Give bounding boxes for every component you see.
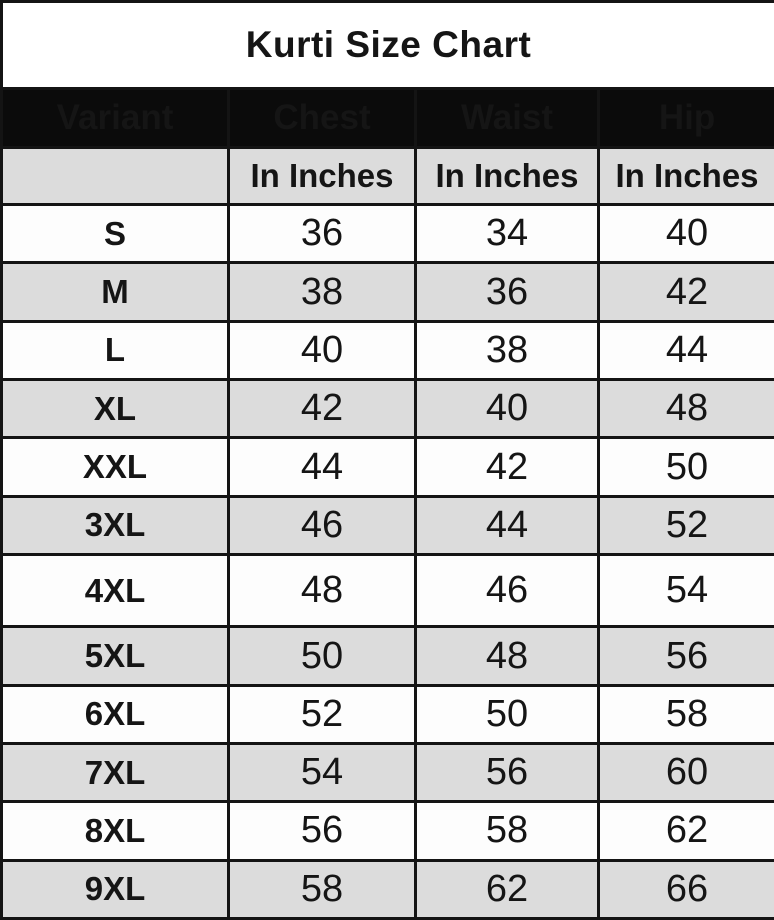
waist-cell: 34	[414, 203, 600, 265]
chest-cell: 38	[227, 261, 417, 323]
waist-cell: 44	[414, 494, 600, 556]
table-row: XXL 44 42 50	[0, 436, 774, 498]
table-row: 8XL 56 58 62	[0, 800, 774, 862]
hip-cell: 44	[596, 319, 774, 382]
table-row: L 40 38 44	[0, 319, 774, 382]
page-title: Kurti Size Chart	[0, 0, 774, 91]
table-row: M 38 36 42	[0, 261, 774, 323]
chest-cell: 52	[227, 683, 417, 745]
header-row: Variant Chest Waist Hip	[0, 87, 774, 149]
hip-cell: 58	[596, 683, 774, 745]
variant-cell: XXL	[0, 436, 230, 498]
table-row: S 36 34 40	[0, 203, 774, 265]
column-header-chest: Chest	[227, 87, 417, 149]
chest-cell: 42	[227, 378, 417, 440]
waist-cell: 58	[414, 800, 600, 862]
column-header-variant: Variant	[0, 87, 230, 149]
hip-cell: 52	[596, 494, 774, 556]
table-row: 3XL 46 44 52	[0, 494, 774, 556]
waist-cell: 42	[414, 436, 600, 498]
variant-cell: 6XL	[0, 683, 230, 745]
hip-cell: 60	[596, 741, 774, 804]
unit-cell-waist: In Inches	[414, 145, 600, 207]
unit-cell-empty	[0, 145, 230, 207]
variant-cell: XL	[0, 378, 230, 440]
variant-cell: 4XL	[0, 552, 230, 629]
waist-cell: 40	[414, 378, 600, 440]
waist-cell: 62	[414, 858, 600, 920]
column-header-hip: Hip	[596, 87, 774, 149]
waist-cell: 50	[414, 683, 600, 745]
table-row: 7XL 54 56 60	[0, 741, 774, 804]
table-row: XL 42 40 48	[0, 378, 774, 440]
variant-cell: L	[0, 319, 230, 382]
chest-cell: 54	[227, 741, 417, 804]
hip-cell: 48	[596, 378, 774, 440]
chest-cell: 46	[227, 494, 417, 556]
variant-cell: 3XL	[0, 494, 230, 556]
hip-cell: 66	[596, 858, 774, 920]
waist-cell: 48	[414, 625, 600, 687]
unit-cell-chest: In Inches	[227, 145, 417, 207]
table-row: 6XL 52 50 58	[0, 683, 774, 745]
chest-cell: 44	[227, 436, 417, 498]
variant-cell: 5XL	[0, 625, 230, 687]
unit-row: In Inches In Inches In Inches	[0, 145, 774, 207]
hip-cell: 54	[596, 552, 774, 629]
variant-cell: 9XL	[0, 858, 230, 920]
hip-cell: 62	[596, 800, 774, 862]
variant-cell: M	[0, 261, 230, 323]
chest-cell: 40	[227, 319, 417, 382]
hip-cell: 42	[596, 261, 774, 323]
chest-cell: 36	[227, 203, 417, 265]
unit-cell-hip: In Inches	[596, 145, 774, 207]
chest-cell: 58	[227, 858, 417, 920]
table-row: 5XL 50 48 56	[0, 625, 774, 687]
chest-cell: 56	[227, 800, 417, 862]
variant-cell: 7XL	[0, 741, 230, 804]
title-row: Kurti Size Chart	[0, 0, 774, 91]
variant-cell: 8XL	[0, 800, 230, 862]
hip-cell: 56	[596, 625, 774, 687]
chest-cell: 50	[227, 625, 417, 687]
chest-cell: 48	[227, 552, 417, 629]
variant-cell: S	[0, 203, 230, 265]
table-row: 9XL 58 62 66	[0, 858, 774, 920]
hip-cell: 50	[596, 436, 774, 498]
waist-cell: 56	[414, 741, 600, 804]
hip-cell: 40	[596, 203, 774, 265]
table-row: 4XL 48 46 54	[0, 552, 774, 629]
waist-cell: 46	[414, 552, 600, 629]
column-header-waist: Waist	[414, 87, 600, 149]
waist-cell: 38	[414, 319, 600, 382]
waist-cell: 36	[414, 261, 600, 323]
